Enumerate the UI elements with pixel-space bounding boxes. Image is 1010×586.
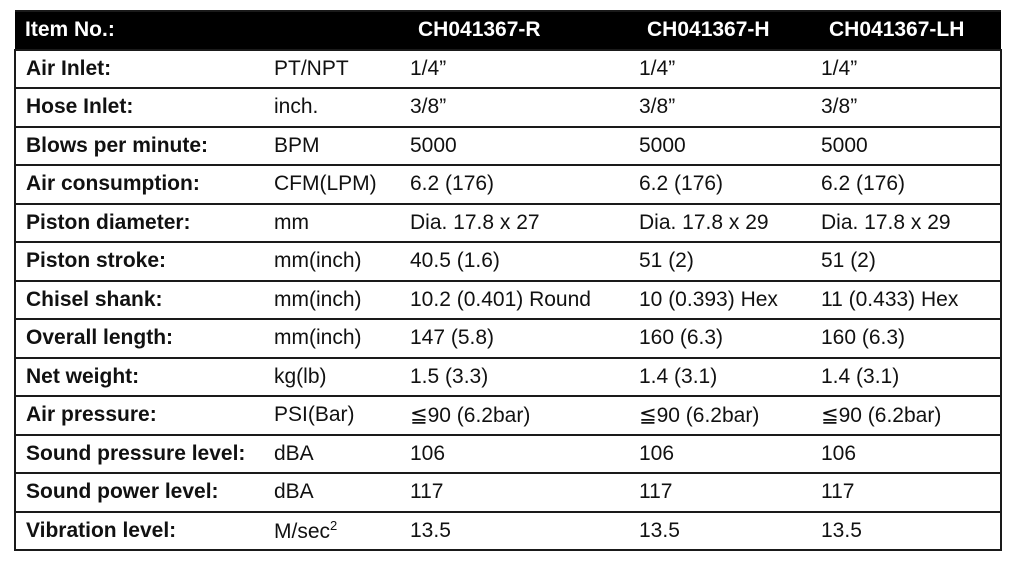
- model-header: CH041367-R: [408, 10, 637, 51]
- table-row: Sound pressure level: dBA 106 106 106: [14, 433, 1002, 474]
- row-value: 10.2 (0.401) Round: [408, 279, 637, 320]
- row-unit: dBA: [272, 433, 408, 474]
- row-unit: mm(inch): [272, 318, 408, 359]
- model-header: CH041367-H: [637, 10, 819, 51]
- row-label: Sound power level:: [14, 472, 272, 513]
- row-label: Net weight:: [14, 356, 272, 397]
- row-value: Dia. 17.8 x 29: [637, 202, 819, 243]
- row-value: 51 (2): [637, 241, 819, 282]
- row-unit: mm(inch): [272, 279, 408, 320]
- row-label: Piston diameter:: [14, 202, 272, 243]
- row-value: 51 (2): [819, 241, 1002, 282]
- row-unit: kg(lb): [272, 356, 408, 397]
- row-unit: mm(inch): [272, 241, 408, 282]
- row-value: 160 (6.3): [637, 318, 819, 359]
- table-row: Overall length: mm(inch) 147 (5.8) 160 (…: [14, 318, 1002, 359]
- row-value: 106: [819, 433, 1002, 474]
- row-value: 6.2 (176): [637, 164, 819, 205]
- row-value: 13.5: [408, 510, 637, 551]
- table-row: Chisel shank: mm(inch) 10.2 (0.401) Roun…: [14, 279, 1002, 320]
- row-value: 6.2 (176): [408, 164, 637, 205]
- row-value: Dia. 17.8 x 29: [819, 202, 1002, 243]
- row-value: 10 (0.393) Hex: [637, 279, 819, 320]
- row-label: Air Inlet:: [14, 48, 272, 89]
- row-value: 117: [637, 472, 819, 513]
- row-unit: PSI(Bar): [272, 395, 408, 436]
- row-value: 1.5 (3.3): [408, 356, 637, 397]
- row-value: 147 (5.8): [408, 318, 637, 359]
- row-value: 106: [408, 433, 637, 474]
- row-label: Air pressure:: [14, 395, 272, 436]
- row-value: ≦90 (6.2bar): [408, 395, 637, 436]
- row-label: Chisel shank:: [14, 279, 272, 320]
- row-value: 3/8”: [819, 87, 1002, 128]
- row-unit: PT/NPT: [272, 48, 408, 89]
- row-value: 117: [819, 472, 1002, 513]
- model-header: CH041367-LH: [819, 10, 1001, 51]
- row-value: 1.4 (3.1): [819, 356, 1002, 397]
- row-value: 117: [408, 472, 637, 513]
- row-label: Piston stroke:: [14, 241, 272, 282]
- table-row: Air Inlet: PT/NPT 1/4” 1/4” 1/4”: [14, 48, 1002, 89]
- row-value: 1/4”: [408, 48, 637, 89]
- table-row: Hose Inlet: inch. 3/8” 3/8” 3/8”: [14, 87, 1002, 128]
- row-value: Dia. 17.8 x 27: [408, 202, 637, 243]
- row-value: 6.2 (176): [819, 164, 1002, 205]
- table-row: Net weight: kg(lb) 1.5 (3.3) 1.4 (3.1) 1…: [14, 356, 1002, 397]
- row-label: Blows per minute:: [14, 125, 272, 166]
- row-value: 3/8”: [408, 87, 637, 128]
- row-unit: dBA: [272, 472, 408, 513]
- table-row: Piston diameter: mm Dia. 17.8 x 27 Dia. …: [14, 202, 1002, 243]
- row-value: 13.5: [819, 510, 1002, 551]
- row-value: 106: [637, 433, 819, 474]
- unit-superscript: 2: [330, 517, 338, 533]
- header-row: Item No.: CH041367-R CH041367-H CH041367…: [15, 10, 1001, 51]
- row-value: 13.5: [637, 510, 819, 551]
- table-row: Air pressure: PSI(Bar) ≦90 (6.2bar) ≦90 …: [14, 395, 1002, 436]
- table-row: Piston stroke: mm(inch) 40.5 (1.6) 51 (2…: [14, 241, 1002, 282]
- row-value: 5000: [819, 125, 1002, 166]
- table-row: Vibration level: M/sec2 13.5 13.5 13.5: [14, 510, 1002, 551]
- row-value: 40.5 (1.6): [408, 241, 637, 282]
- table-row: Air consumption: CFM(LPM) 6.2 (176) 6.2 …: [14, 164, 1002, 205]
- unit-text: M/sec: [274, 519, 331, 543]
- row-label: Hose Inlet:: [14, 87, 272, 128]
- row-value: 5000: [637, 125, 819, 166]
- row-unit: inch.: [272, 87, 408, 128]
- row-unit: M/sec2: [272, 510, 408, 551]
- row-label: Sound pressure level:: [14, 433, 272, 474]
- row-label: Overall length:: [14, 318, 272, 359]
- row-unit: CFM(LPM): [272, 164, 408, 205]
- row-value: 11 (0.433) Hex: [819, 279, 1002, 320]
- table-row: Sound power level: dBA 117 117 117: [14, 472, 1002, 513]
- table-row: Blows per minute: BPM 5000 5000 5000: [14, 125, 1002, 166]
- row-value: 5000: [408, 125, 637, 166]
- spec-table: Item No.: CH041367-R CH041367-H CH041367…: [14, 10, 1002, 551]
- row-value: 160 (6.3): [819, 318, 1002, 359]
- row-value: ≦90 (6.2bar): [637, 395, 819, 436]
- row-unit: mm: [272, 202, 408, 243]
- row-label: Air consumption:: [14, 164, 272, 205]
- row-value: 3/8”: [637, 87, 819, 128]
- row-value: 1/4”: [819, 48, 1002, 89]
- row-value: 1/4”: [637, 48, 819, 89]
- unit-header: [272, 10, 408, 51]
- row-value: 1.4 (3.1): [637, 356, 819, 397]
- row-label: Vibration level:: [14, 510, 272, 551]
- row-unit: BPM: [272, 125, 408, 166]
- row-value: ≦90 (6.2bar): [819, 395, 1002, 436]
- item-no-header: Item No.:: [15, 10, 272, 51]
